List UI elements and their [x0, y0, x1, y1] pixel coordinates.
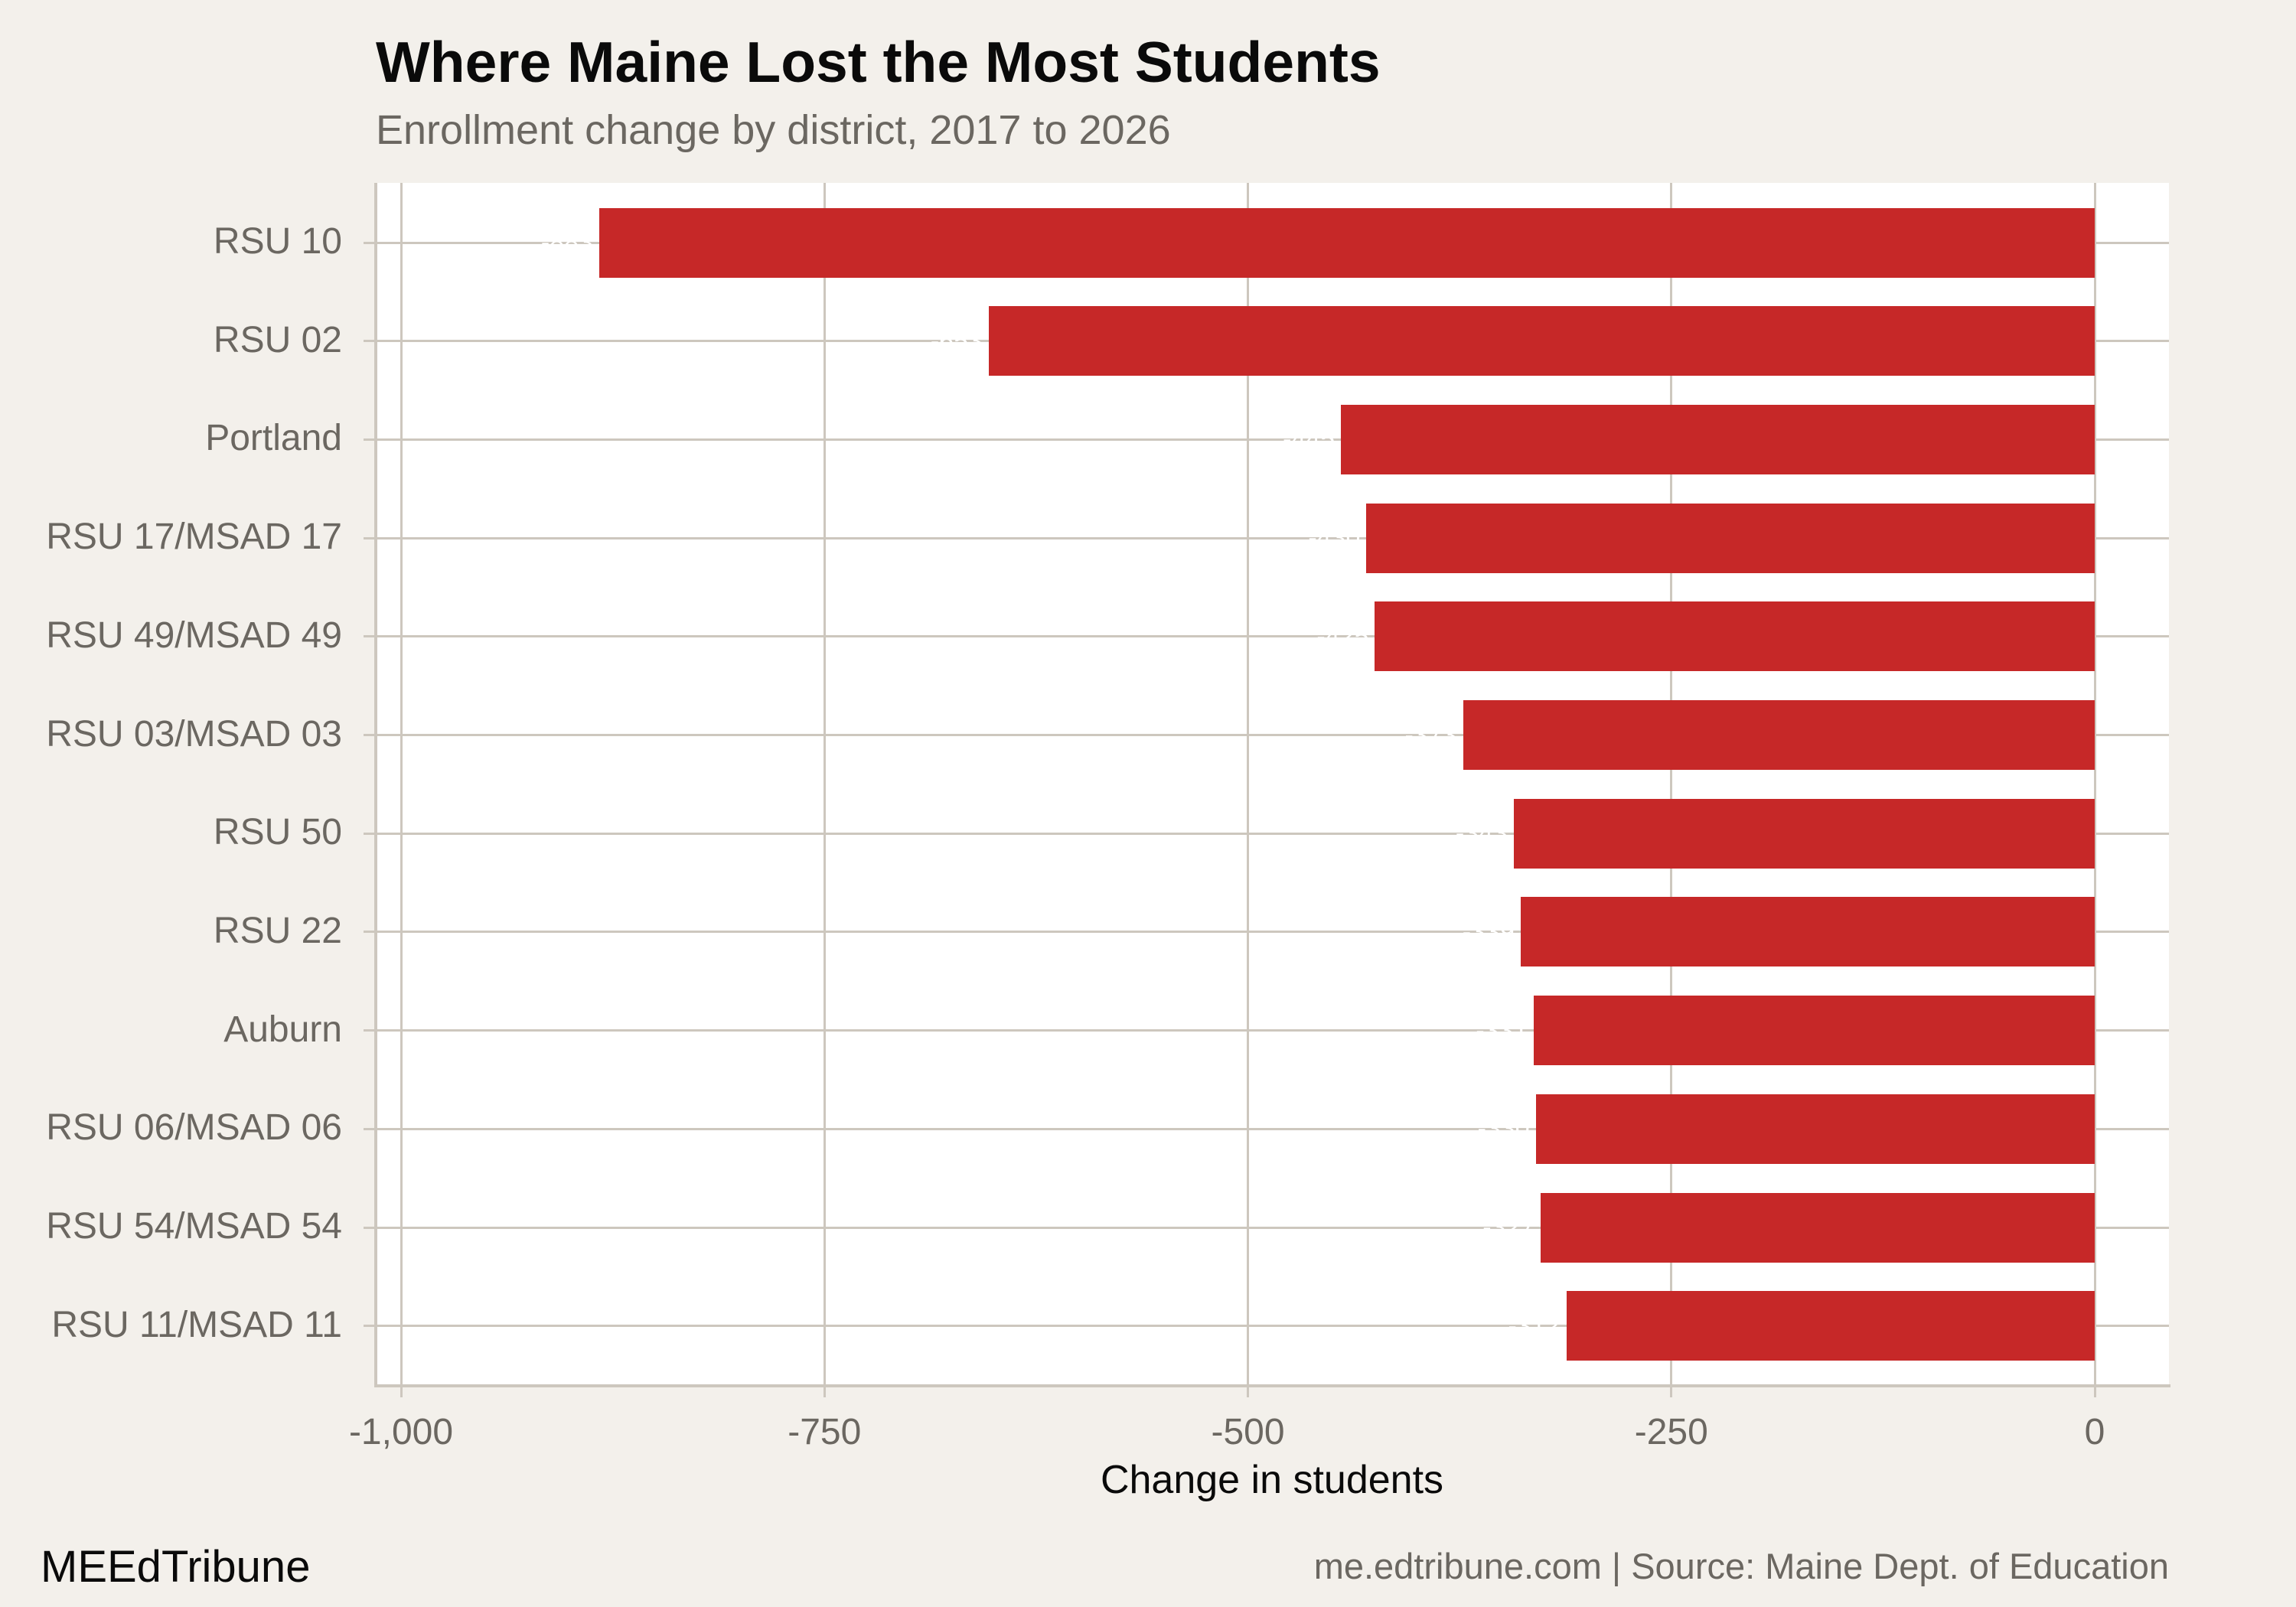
y-axis-line: [374, 183, 377, 1387]
y-tick-mark: [364, 340, 376, 343]
bar-value-label: -425: [1316, 621, 1369, 651]
y-category-label: RSU 17/MSAD 17: [46, 517, 342, 558]
bar-portland: [1341, 404, 2095, 474]
x-tick-label: -500: [1211, 1412, 1285, 1452]
y-gridline: [376, 536, 2169, 539]
y-category-label: RSU 50: [213, 812, 342, 853]
y-category-label: RSU 11/MSAD 11: [51, 1304, 342, 1345]
y-category-label: RSU 54/MSAD 54: [46, 1206, 342, 1247]
y-gridline: [376, 1325, 2169, 1328]
x-gridline: [400, 183, 403, 1386]
x-tick-mark: [823, 1386, 826, 1397]
bar-rsu-06-msad-06: [1535, 1094, 2095, 1164]
bar-value-label: -373: [1404, 720, 1457, 750]
x-gridline: [1670, 183, 1673, 1386]
bar-rsu-17-msad-17: [1366, 503, 2095, 573]
y-category-label: RSU 06/MSAD 06: [46, 1107, 342, 1149]
bar-value-label: -445: [1283, 425, 1336, 455]
y-tick-mark: [364, 635, 376, 638]
x-gridline: [2093, 183, 2096, 1386]
bar-rsu-11-msad-11: [1566, 1291, 2095, 1361]
y-tick-mark: [364, 241, 376, 244]
y-tick-mark: [364, 832, 376, 835]
bar-rsu-10: [598, 207, 2095, 278]
y-gridline: [376, 1127, 2169, 1130]
y-tick-mark: [364, 1325, 376, 1328]
x-tick-mark: [400, 1386, 403, 1397]
y-gridline: [376, 931, 2169, 934]
bar-rsu-49-msad-49: [1375, 601, 2095, 672]
y-tick-mark: [364, 734, 376, 736]
bar-value-label: -312: [1508, 1311, 1561, 1341]
y-tick-mark: [364, 1029, 376, 1032]
y-category-label: Portland: [205, 418, 342, 459]
bar-value-label: -327: [1482, 1213, 1535, 1242]
y-gridline: [376, 734, 2169, 736]
bar-value-label: -430: [1308, 523, 1361, 553]
x-gridline: [823, 183, 826, 1386]
y-tick-mark: [364, 536, 376, 539]
bar-value-label: -653: [930, 326, 983, 356]
brand-logo: MEEdTribune: [41, 1542, 311, 1592]
bar-auburn: [1534, 996, 2095, 1066]
y-category-label: RSU 49/MSAD 49: [46, 614, 342, 656]
bar-rsu-03-msad-03: [1463, 700, 2095, 770]
x-tick-mark: [2093, 1386, 2096, 1397]
bar-value-label: -330: [1477, 1114, 1530, 1144]
y-category-label: RSU 03/MSAD 03: [46, 713, 342, 755]
bar-value-label: -883: [540, 228, 593, 257]
bar-rsu-50: [1513, 798, 2095, 869]
y-tick-mark: [364, 1127, 376, 1130]
x-axis-line: [374, 1384, 2170, 1387]
bar-rsu-54-msad-54: [1541, 1192, 2095, 1263]
bar-value-label: -331: [1476, 1015, 1528, 1045]
y-gridline: [376, 438, 2169, 441]
plot-panel: [376, 183, 2169, 1386]
x-axis-title: Change in students: [1100, 1458, 1444, 1502]
y-tick-mark: [364, 931, 376, 934]
x-tick-label: -1,000: [348, 1412, 454, 1452]
bar-value-label: -343: [1455, 819, 1508, 849]
x-tick-mark: [1247, 1386, 1249, 1397]
y-category-label: RSU 10: [213, 221, 342, 262]
x-gridline: [1247, 183, 1249, 1386]
y-category-label: RSU 02: [213, 319, 342, 360]
y-category-label: Auburn: [223, 1009, 342, 1050]
bar-value-label: -339: [1462, 917, 1515, 947]
x-tick-label: -250: [1634, 1412, 1708, 1452]
bar-rsu-22: [1520, 897, 2095, 967]
source-caption: me.edtribune.com | Source: Maine Dept. o…: [1313, 1546, 2169, 1586]
chart-title: Where Maine Lost the Most Students: [376, 30, 1381, 94]
y-gridline: [376, 1226, 2169, 1229]
x-tick-label: 0: [2084, 1412, 2105, 1452]
y-gridline: [376, 1029, 2169, 1032]
bar-rsu-02: [988, 306, 2095, 376]
y-tick-mark: [364, 438, 376, 441]
y-gridline: [376, 635, 2169, 638]
x-tick-mark: [1670, 1386, 1673, 1397]
y-tick-mark: [364, 1226, 376, 1229]
y-gridline: [376, 832, 2169, 835]
x-tick-label: -750: [788, 1412, 862, 1452]
y-category-label: RSU 22: [213, 910, 342, 951]
chart-subtitle: Enrollment change by district, 2017 to 2…: [376, 107, 1171, 153]
